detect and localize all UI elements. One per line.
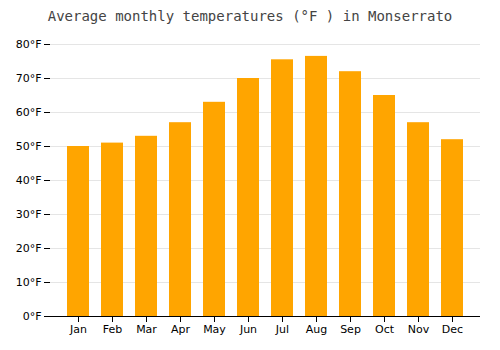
svg-text:Jul: Jul [275,323,289,336]
svg-text:Nov: Nov [408,323,430,336]
svg-text:Jun: Jun [239,323,257,336]
svg-text:10°F: 10°F [16,276,42,289]
svg-text:Sep: Sep [340,323,361,336]
svg-text:Mar: Mar [136,323,157,336]
html-text:Average monthly temperatures (: Average monthly temperatures (°F ) in Mo… [47,8,453,24]
svg-text:Aug: Aug [306,323,327,336]
svg-text:May: May [203,323,226,336]
svg-text:40°F: 40°F [16,174,42,187]
svg-text:80°F: 80°F [16,38,42,51]
svg-text:Jan: Jan [69,323,87,336]
svg-text:Feb: Feb [103,323,122,336]
svg-text:60°F: 60°F [16,106,42,119]
svg-text:50°F: 50°F [16,140,42,153]
svg-text:0°F: 0°F [23,310,42,323]
svg-text:70°F: 70°F [16,72,42,85]
svg-text:30°F: 30°F [16,208,42,221]
svg-text:20°F: 20°F [16,242,42,255]
svg-text:Oct: Oct [375,323,395,336]
svg-text:Dec: Dec [442,323,463,336]
svg-text:Apr: Apr [171,323,191,336]
